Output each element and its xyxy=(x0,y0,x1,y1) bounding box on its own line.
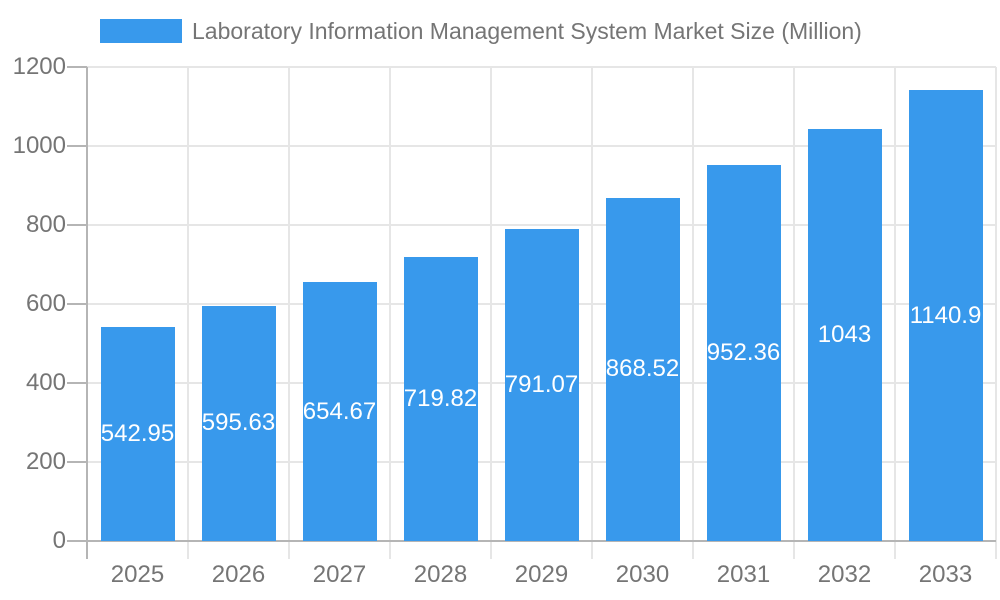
bar: 1140.9 xyxy=(908,90,983,541)
x-axis-label: 2030 xyxy=(615,561,670,588)
y-axis-label: 400 xyxy=(25,369,66,396)
bar: 952.36 xyxy=(706,164,781,541)
x-axis-label: 2032 xyxy=(817,561,872,588)
gridline-v xyxy=(894,67,896,559)
x-axis-label: 2025 xyxy=(110,561,165,588)
bar: 719.82 xyxy=(403,256,478,541)
gridline-v xyxy=(288,67,290,559)
x-axis-baseline xyxy=(87,540,996,542)
chart-title: Laboratory Information Management System… xyxy=(192,18,862,44)
x-axis-label: 2027 xyxy=(312,561,367,588)
gridline-v xyxy=(389,67,391,559)
bar: 654.67 xyxy=(302,282,377,541)
y-tick-mark xyxy=(67,66,87,68)
y-tick-mark xyxy=(67,224,87,226)
bar-value-label: 952.36 xyxy=(706,338,781,366)
y-tick-mark xyxy=(67,461,87,463)
bar-value-label: 654.67 xyxy=(302,397,377,425)
y-axis-label: 200 xyxy=(25,448,66,475)
bar: 791.07 xyxy=(504,228,579,541)
bar-value-label: 1140.9 xyxy=(909,301,982,329)
bar-value-label: 595.63 xyxy=(201,409,276,437)
bar-value-label: 868.52 xyxy=(605,355,680,383)
gridline-v xyxy=(490,67,492,559)
x-axis-label: 2031 xyxy=(716,561,771,588)
y-tick-mark xyxy=(67,540,87,542)
gridline-v xyxy=(995,67,997,559)
gridline-h xyxy=(87,145,996,147)
bar-value-label: 1043 xyxy=(817,320,872,348)
gridline-h xyxy=(87,224,996,226)
gridline-v xyxy=(692,67,694,559)
y-tick-mark xyxy=(67,145,87,147)
gridline-v xyxy=(187,67,189,559)
y-tick-mark xyxy=(67,303,87,305)
x-axis-label: 2033 xyxy=(918,561,973,588)
gridline-h xyxy=(87,66,996,68)
x-axis-label: 2029 xyxy=(514,561,569,588)
bar-value-label: 542.95 xyxy=(100,419,175,447)
bar: 542.95 xyxy=(100,326,175,541)
y-axis-label: 600 xyxy=(25,290,66,317)
bar-value-label: 719.82 xyxy=(403,384,478,412)
bar: 868.52 xyxy=(605,197,680,541)
gridline-v xyxy=(793,67,795,559)
y-axis-label: 1200 xyxy=(12,53,66,80)
bar-value-label: 791.07 xyxy=(504,370,579,398)
bar: 595.63 xyxy=(201,305,276,541)
x-axis-label: 2026 xyxy=(211,561,266,588)
x-axis-label: 2028 xyxy=(413,561,468,588)
y-axis-label: 0 xyxy=(52,527,66,554)
y-tick-mark xyxy=(67,382,87,384)
bar: 1043 xyxy=(807,129,882,541)
y-axis-spine xyxy=(86,67,88,559)
y-axis-label: 1000 xyxy=(12,132,66,159)
gridline-v xyxy=(591,67,593,559)
legend-swatch xyxy=(100,19,182,43)
y-axis-label: 800 xyxy=(25,211,66,238)
